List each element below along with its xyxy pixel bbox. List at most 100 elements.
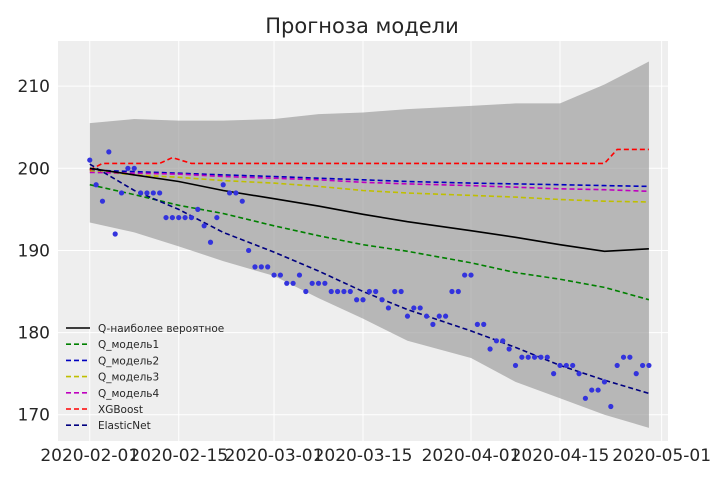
observed-point [271,272,277,278]
observed-point [112,231,118,237]
observed-point [385,305,392,311]
observed-point [531,354,538,360]
x-tick-label: 2020-02-01 [40,446,139,466]
observed-point [246,247,252,254]
observed-point [290,280,296,286]
observed-point [144,190,150,196]
series-line-3 [89,169,649,188]
observed-point [258,264,264,270]
observed-point [462,272,468,278]
observed-point [347,288,353,295]
x-tick-label: 2020-03-15 [314,446,413,466]
observed-point [157,190,163,196]
observed-point [519,354,525,360]
observed-point [500,338,506,344]
observed-point [481,321,487,327]
x-tick-label: 2020-03-01 [225,446,324,466]
legend-label: Q_модель3 [98,372,159,384]
observed-point [277,272,283,278]
observed-point [455,288,461,295]
observed-point [392,288,398,295]
observed-point [570,362,576,369]
observed-point [131,165,137,171]
legend-label: ElasticNet [98,420,151,432]
observed-point [150,190,156,196]
observed-point [315,280,322,286]
observed-point [214,214,220,221]
observed-point [118,190,125,196]
observed-point [563,362,569,369]
observed-point [195,206,201,212]
legend-label: Q_модель1 [98,339,159,351]
x-tick-label: 2020-04-15 [511,446,610,466]
observed-point [639,362,646,369]
observed-point [493,338,500,344]
observed-point [411,305,417,311]
observed-point [436,313,442,319]
observed-point [334,288,341,295]
series-line-6 [89,148,649,171]
legend-label: Q-наиболее вероятное [98,323,224,335]
series-line-4 [89,170,649,203]
observed-point [341,288,347,295]
observed-point [252,264,258,270]
observed-point [201,223,207,229]
x-tick-label: 2020-04-01 [422,446,521,466]
observed-point [169,214,175,221]
observed-point [538,354,544,360]
observed-point [138,190,144,196]
y-tick-label: 210 [18,77,50,97]
observed-point [284,280,290,286]
observed-point [404,313,411,319]
observed-point [188,214,195,221]
observed-point [322,280,328,286]
observed-point [474,321,480,327]
observed-point [99,198,106,204]
observed-point [430,321,436,327]
observed-point [220,182,226,188]
observed-point [182,214,188,221]
observed-point [582,395,588,401]
y-tick-label: 180 [18,324,50,344]
chart-title: Прогноза модели [265,14,459,38]
legend-label: XGBoost [98,404,143,416]
observed-point [423,313,430,319]
observed-point [125,165,131,171]
legend-label: Q_модель4 [98,388,159,400]
series-line-5 [89,171,649,193]
series-line-1 [89,167,649,253]
observed-point [512,362,519,369]
x-tick-label: 2020-02-15 [129,446,228,466]
observed-point [544,354,550,360]
observed-point [93,182,99,188]
series-line-2 [89,183,650,301]
observed-point [595,387,601,393]
observed-point [163,214,169,221]
observed-point [506,346,512,352]
observed-point [87,157,93,163]
observed-point [106,149,112,155]
observed-point [576,371,582,377]
observed-point [601,379,608,385]
y-tick-label: 190 [18,241,50,261]
observed-point [373,288,379,295]
legend-label: Q_модель2 [98,355,159,367]
observed-point [328,288,334,295]
observed-point [557,362,563,369]
observed-point [265,264,271,270]
observed-point [207,239,214,245]
observed-point [589,387,595,393]
legend: Q-наиболее вероятное Q_модель1 Q_модель2 Q_… [66,323,224,432]
y-tick-label: 170 [18,406,50,426]
observed-point [417,305,423,311]
plot-area: 1701801902002102020-02-012020-02-152020-… [18,41,711,466]
observed-point [366,288,372,295]
observed-point [379,297,385,303]
observed-point [226,190,233,196]
observed-point [443,313,449,319]
observed-point [176,214,182,221]
x-tick-label: 2020-05-01 [612,446,711,466]
observed-point [233,190,239,196]
observed-point [303,288,309,295]
